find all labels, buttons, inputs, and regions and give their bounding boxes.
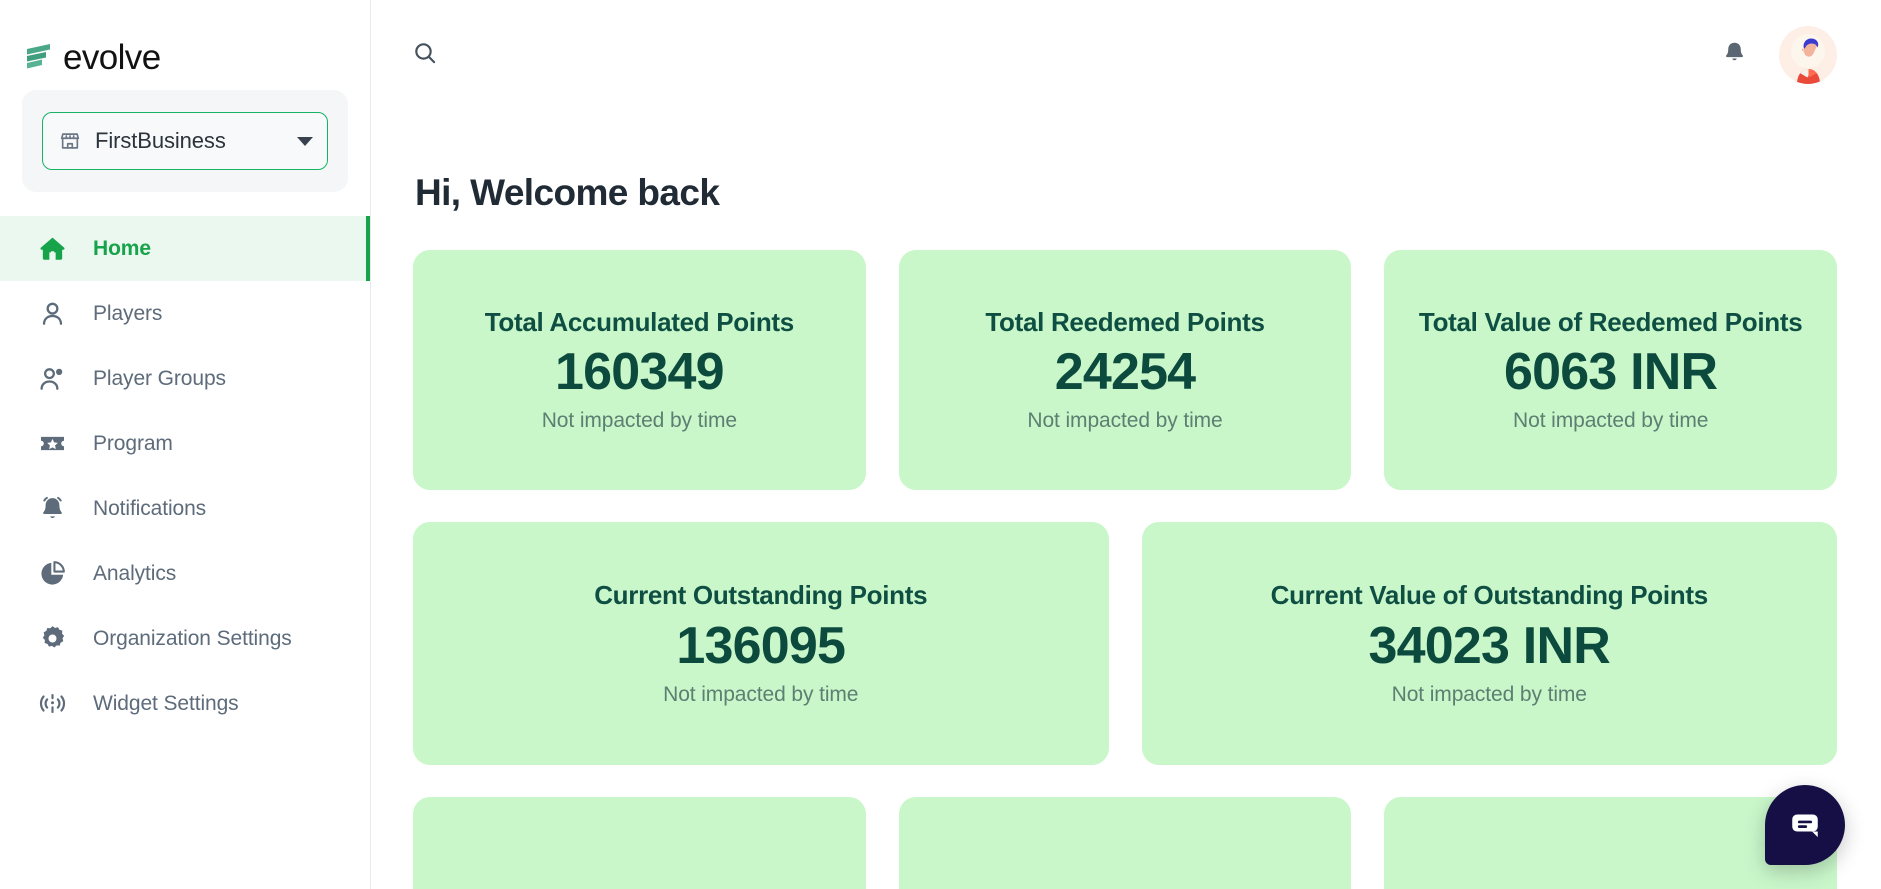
business-selector-wrapper: FirstBusiness: [22, 90, 348, 192]
stat-card[interactable]: Total Value of Reedemed Points 6063 INR …: [1384, 250, 1838, 490]
sidebar-item-analytics[interactable]: Analytics: [0, 541, 370, 606]
chat-bubble-icon: [1788, 806, 1822, 845]
notifications-button[interactable]: [1711, 32, 1757, 78]
stat-card[interactable]: Total Number of Players: [413, 797, 866, 889]
brand-logo[interactable]: evolve: [0, 0, 370, 86]
sidebar-item-label: Home: [93, 236, 151, 260]
stat-card-title: Total Accumulated Points: [484, 306, 794, 337]
sidebar-item-player-groups[interactable]: Player Groups: [0, 346, 370, 411]
page-title: Hi, Welcome back: [415, 172, 720, 213]
stat-card-value: 160349: [554, 343, 725, 402]
stat-card-subtitle: Not impacted by time: [1391, 682, 1587, 706]
business-selector-label: FirstBusiness: [95, 128, 226, 153]
search-button[interactable]: [403, 33, 447, 77]
stat-card-title: Current Outstanding Points: [594, 580, 928, 611]
sidebar-item-players[interactable]: Players: [0, 281, 370, 346]
sidebar-item-label: Analytics: [93, 561, 177, 585]
gear-icon: [38, 624, 67, 653]
stat-card-value: 34023 INR: [1368, 616, 1611, 675]
brand-name: evolve: [63, 37, 161, 77]
dashboard-content: Hi, Welcome back Total Accumulated Point…: [371, 110, 1881, 889]
broadcast-icon: [38, 689, 67, 718]
stat-card-value: 136095: [676, 616, 846, 675]
chevron-down-icon: [297, 136, 313, 146]
stat-card[interactable]: Current Value of Outstanding Points 3402…: [1141, 522, 1837, 765]
stat-card-subtitle: Not impacted by time: [1027, 409, 1223, 433]
sidebar-item-label: Organization Settings: [93, 626, 292, 650]
avatar[interactable]: [1779, 26, 1837, 84]
stat-card-title: Total Number of Players With Points: [913, 885, 1338, 889]
bell-ring-icon: [38, 494, 67, 523]
sidebar: evolve FirstBusiness: [0, 0, 371, 889]
stat-card-row-2: Current Outstanding Points 136095 Not im…: [413, 522, 1837, 765]
storefront-icon: [59, 130, 81, 152]
evolve-logo-icon: [22, 40, 56, 74]
stat-card-value: 24254: [1054, 343, 1196, 402]
sidebar-item-label: Notifications: [93, 496, 207, 520]
stat-card[interactable]: Total Accumulated Points 160349 Not impa…: [413, 250, 866, 490]
stat-card[interactable]: Total Number of Players With Points: [898, 797, 1352, 889]
sidebar-item-label: Player Groups: [93, 366, 226, 390]
stat-card-title: Current Value of Outstanding Points: [1270, 580, 1709, 611]
bell-icon: [1722, 39, 1747, 71]
sidebar-item-widget-settings[interactable]: Widget Settings: [0, 671, 370, 736]
sidebar-item-label: Program: [93, 431, 173, 455]
pie-chart-icon: [38, 559, 67, 588]
sidebar-item-organization-settings[interactable]: Organization Settings: [0, 606, 370, 671]
stat-card[interactable]: Current Outstanding Points 136095 Not im…: [413, 522, 1109, 765]
sidebar-item-notifications[interactable]: Notifications: [0, 476, 370, 541]
search-icon: [412, 40, 438, 71]
user-icon: [38, 299, 67, 328]
users-group-icon: [38, 364, 67, 393]
stat-card-row-3: Total Number of Players Total Number of …: [413, 797, 1838, 889]
sidebar-nav: Home Players: [0, 216, 370, 736]
stat-card-title: Total Value of Reedemed Points: [1418, 306, 1803, 337]
stat-card[interactable]: Newly Enrolled Players: [1384, 797, 1838, 889]
stat-card-title: Total Reedemed Points: [985, 306, 1265, 337]
sidebar-item-home[interactable]: Home: [0, 216, 370, 281]
stat-card-subtitle: Not impacted by time: [1513, 409, 1709, 433]
topbar: [371, 0, 1881, 110]
sidebar-item-label: Players: [93, 301, 163, 325]
ticket-star-icon: [38, 429, 67, 458]
home-icon: [38, 234, 67, 263]
stat-card-value: 6063 INR: [1504, 343, 1718, 402]
stat-card[interactable]: Total Reedemed Points 24254 Not impacted…: [898, 250, 1352, 490]
user-avatar: [1779, 26, 1837, 84]
chat-widget-button[interactable]: [1765, 785, 1845, 865]
main-area: Hi, Welcome back Total Accumulated Point…: [371, 0, 1881, 889]
stat-card-row-1: Total Accumulated Points 160349 Not impa…: [413, 250, 1838, 490]
sidebar-item-label: Widget Settings: [93, 691, 239, 715]
stat-card-subtitle: Not impacted by time: [541, 409, 737, 433]
stat-card-subtitle: Not impacted by time: [663, 682, 859, 706]
sidebar-item-program[interactable]: Program: [0, 411, 370, 476]
business-selector[interactable]: FirstBusiness: [42, 112, 328, 170]
